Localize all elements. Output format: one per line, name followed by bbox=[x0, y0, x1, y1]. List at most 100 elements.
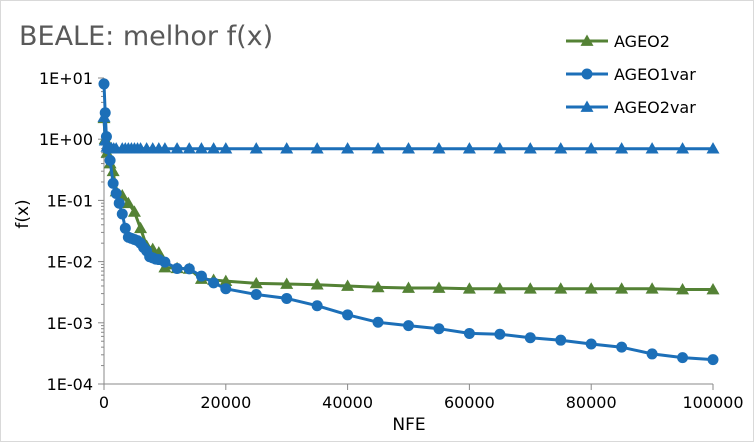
data-point-ageo2 bbox=[371, 280, 385, 293]
data-point-ageo1var bbox=[102, 143, 114, 155]
x-tick-label: 100000 bbox=[682, 393, 743, 412]
y-tick-label: 1E+01 bbox=[39, 69, 93, 88]
chart-title: BEALE: melhor f(x) bbox=[19, 21, 273, 52]
data-point-ageo1var bbox=[113, 197, 125, 209]
data-point-ageo1var bbox=[403, 320, 414, 332]
data-point-ageo1var bbox=[220, 283, 232, 295]
data-point-ageo2 bbox=[462, 282, 476, 294]
data-point-ageo1var bbox=[463, 327, 475, 339]
y-axis-label: f(x) bbox=[13, 199, 33, 228]
data-point-ageo1var bbox=[195, 270, 207, 282]
data-point-ageo2var bbox=[219, 142, 233, 154]
data-point-ageo1var bbox=[208, 277, 220, 289]
legend-label: AGEO1var bbox=[614, 65, 696, 84]
x-tick-label: 60000 bbox=[444, 393, 495, 412]
data-point-ageo2var bbox=[706, 142, 720, 154]
x-tick-label: 40000 bbox=[322, 393, 373, 412]
data-point-ageo2var bbox=[493, 142, 507, 154]
data-point-ageo2 bbox=[402, 281, 415, 293]
data-point-ageo1var bbox=[100, 131, 112, 143]
data-point-ageo2 bbox=[554, 282, 568, 294]
data-point-ageo2var bbox=[194, 142, 208, 154]
data-point-ageo2var bbox=[310, 142, 324, 154]
data-point-ageo2 bbox=[432, 281, 446, 293]
data-point-ageo2 bbox=[310, 278, 324, 290]
data-point-ageo1var bbox=[159, 256, 171, 268]
data-point-ageo2 bbox=[134, 221, 148, 234]
data-point-ageo1var bbox=[183, 263, 195, 275]
y-tick-label: 1E-01 bbox=[47, 191, 93, 210]
data-point-ageo1var bbox=[98, 78, 110, 90]
data-point-ageo2var bbox=[402, 142, 415, 154]
y-tick-label: 1E+00 bbox=[39, 130, 93, 149]
data-point-ageo2 bbox=[584, 282, 598, 294]
data-point-ageo1var bbox=[119, 222, 131, 234]
legend-marker bbox=[581, 68, 593, 80]
data-point-ageo2var bbox=[341, 142, 355, 154]
data-point-ageo2 bbox=[127, 205, 141, 217]
data-point-ageo2 bbox=[676, 283, 690, 295]
legend-marker bbox=[580, 34, 594, 46]
data-point-ageo2var bbox=[615, 142, 629, 154]
data-point-ageo2var bbox=[170, 142, 184, 154]
data-point-ageo2var bbox=[523, 142, 537, 154]
data-point-ageo1var bbox=[311, 300, 323, 312]
y-tick-label: 1E-04 bbox=[47, 375, 93, 394]
series-ageo1var bbox=[98, 78, 719, 366]
data-point-ageo1var bbox=[646, 348, 658, 360]
data-point-ageo2var bbox=[158, 142, 172, 154]
data-point-ageo2 bbox=[106, 164, 120, 177]
y-tick-label: 1E-03 bbox=[47, 314, 93, 333]
y-tick-label: 1E-02 bbox=[47, 253, 93, 272]
data-point-ageo2 bbox=[249, 276, 263, 289]
data-point-ageo2var bbox=[280, 142, 294, 154]
data-point-ageo2var bbox=[207, 142, 221, 154]
series-layer bbox=[97, 78, 720, 366]
data-point-ageo1var bbox=[616, 341, 628, 353]
data-point-ageo1var bbox=[250, 289, 262, 301]
data-point-ageo1var bbox=[116, 208, 128, 220]
x-axis-label: NFE bbox=[392, 415, 425, 435]
data-point-ageo1var bbox=[433, 323, 445, 335]
data-point-ageo1var bbox=[342, 309, 354, 321]
data-point-ageo2var bbox=[584, 142, 598, 154]
legend-label: AGEO2 bbox=[614, 32, 670, 51]
data-point-ageo1var bbox=[171, 263, 183, 275]
data-point-ageo1var bbox=[107, 177, 119, 189]
data-point-ageo1var bbox=[555, 334, 567, 346]
data-point-ageo1var bbox=[585, 338, 597, 350]
series-line-ageo1var bbox=[102, 83, 714, 362]
data-point-ageo2var bbox=[249, 142, 263, 154]
series-ageo2var bbox=[97, 110, 720, 154]
data-point-ageo2 bbox=[341, 279, 355, 291]
legend-item-ageo2: AGEO2 bbox=[566, 32, 670, 51]
data-point-ageo2var bbox=[462, 142, 476, 154]
legend-label: AGEO2var bbox=[614, 98, 696, 117]
data-point-ageo2 bbox=[523, 282, 537, 294]
data-point-ageo2var bbox=[676, 142, 690, 154]
data-point-ageo2 bbox=[645, 282, 659, 294]
data-point-ageo2var bbox=[554, 142, 568, 154]
data-point-ageo1var bbox=[281, 292, 293, 304]
x-tick-label: 80000 bbox=[566, 393, 617, 412]
data-point-ageo2 bbox=[615, 282, 629, 294]
data-point-ageo2var bbox=[432, 142, 446, 154]
legend-item-ageo1var: AGEO1var bbox=[566, 65, 696, 84]
data-point-ageo2var bbox=[371, 142, 385, 154]
axes: 1E+01 1E+00 1E-01 1E-02 1E-03 1E-04 0 20000 4000… bbox=[39, 69, 744, 412]
x-tick-label: 0 bbox=[99, 393, 109, 412]
legend: AGEO2 AGEO1var AGEO2var bbox=[566, 32, 696, 117]
data-point-ageo1var bbox=[372, 316, 384, 328]
data-point-ageo1var bbox=[494, 328, 506, 340]
data-point-ageo2 bbox=[121, 196, 135, 209]
data-point-ageo1var bbox=[524, 332, 536, 344]
legend-marker bbox=[580, 100, 594, 112]
data-point-ageo2 bbox=[219, 274, 233, 286]
x-tick-label: 20000 bbox=[200, 393, 251, 412]
data-point-ageo2var bbox=[182, 142, 196, 154]
data-point-ageo1var bbox=[104, 154, 116, 166]
data-point-ageo1var bbox=[707, 354, 719, 366]
data-point-ageo1var bbox=[99, 107, 111, 119]
data-point-ageo1var bbox=[110, 187, 122, 199]
